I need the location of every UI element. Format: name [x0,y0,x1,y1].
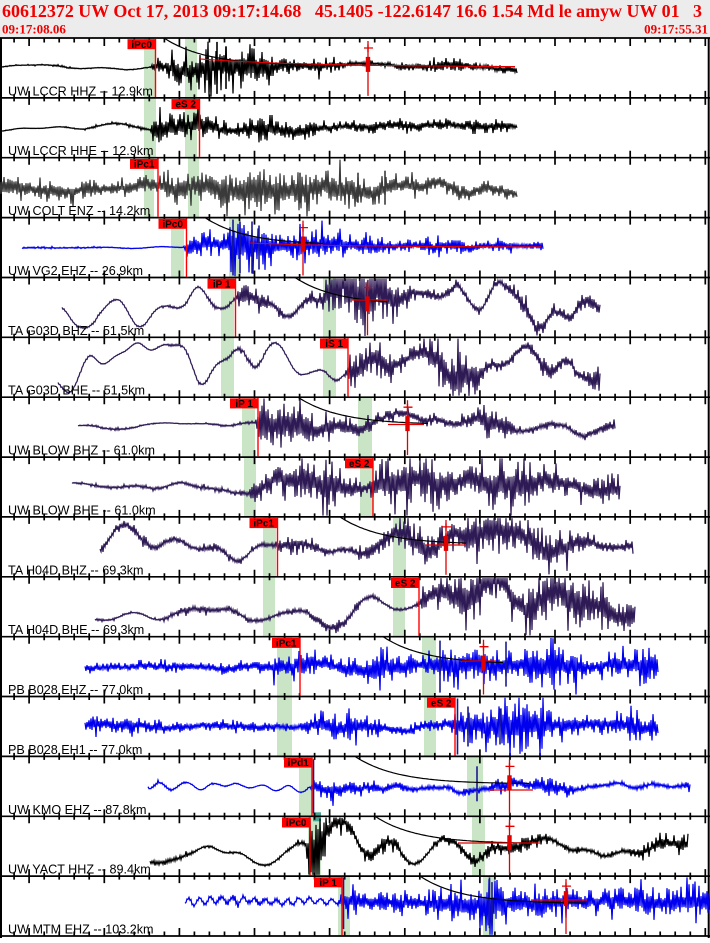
svg-text:UW BLOW BHZ -- 61.0km: UW BLOW BHZ -- 61.0km [8,444,155,458]
svg-text:PB B028 EHZ -- 77.0km: PB B028 EHZ -- 77.0km [8,683,143,697]
svg-text:60612372 UW Oct 17, 2013 09:17: 60612372 UW Oct 17, 2013 09:17:14.68 45.… [2,1,702,21]
svg-text:iP 1: iP 1 [213,279,231,290]
svg-text:UW LCCR HHZ -- 12.9km: UW LCCR HHZ -- 12.9km [8,84,153,98]
svg-text:eS 2: eS 2 [175,100,196,111]
svg-text:UW MTM EHZ -- 103.2km: UW MTM EHZ -- 103.2km [8,923,154,937]
svg-text:iS 1: iS 1 [325,339,343,350]
svg-text:iPc1: iPc1 [253,519,274,530]
svg-text:eS 2: eS 2 [349,459,370,470]
svg-text:UW LCCR HHE -- 12.9km: UW LCCR HHE -- 12.9km [8,144,154,158]
svg-text:09:17:55.31: 09:17:55.31 [644,22,708,37]
svg-text:eS 2: eS 2 [431,698,452,709]
svg-text:iPc1: iPc1 [276,639,297,650]
svg-text:iPd1: iPd1 [288,758,310,769]
svg-text:iP 1: iP 1 [235,399,253,410]
svg-text:UW COLT ENZ -- 14.2km: UW COLT ENZ -- 14.2km [8,204,150,218]
svg-text:iPc0: iPc0 [162,219,183,230]
svg-text:iPc1: iPc1 [134,160,155,171]
svg-text:UW YACT HHZ -- 89.4km: UW YACT HHZ -- 89.4km [8,863,151,877]
svg-text:TA G03D BHZ -- 51.5km: TA G03D BHZ -- 51.5km [8,324,144,338]
svg-text:UW VG2 EHZ -- 26.9km: UW VG2 EHZ -- 26.9km [8,264,143,278]
svg-text:iPc0: iPc0 [131,40,152,51]
svg-text:09:17:08.06: 09:17:08.06 [2,22,66,37]
svg-text:eS 2: eS 2 [395,579,416,590]
svg-text:UW KMO EHZ -- 87.8km: UW KMO EHZ -- 87.8km [8,803,147,817]
svg-text:TA H04D BHE -- 69.3km: TA H04D BHE -- 69.3km [8,623,144,637]
svg-text:TA H04D BHZ -- 69.3km: TA H04D BHZ -- 69.3km [8,563,144,577]
svg-text:iPc0: iPc0 [286,818,307,829]
svg-text:TA G03D BHE -- 51.5km: TA G03D BHE -- 51.5km [8,384,145,398]
svg-text:UW BLOW BHE -- 61.0km: UW BLOW BHE -- 61.0km [8,503,156,517]
svg-text:iP 1: iP 1 [319,878,337,889]
svg-text:PB B028 EH1 -- 77.0km: PB B028 EH1 -- 77.0km [8,743,142,757]
